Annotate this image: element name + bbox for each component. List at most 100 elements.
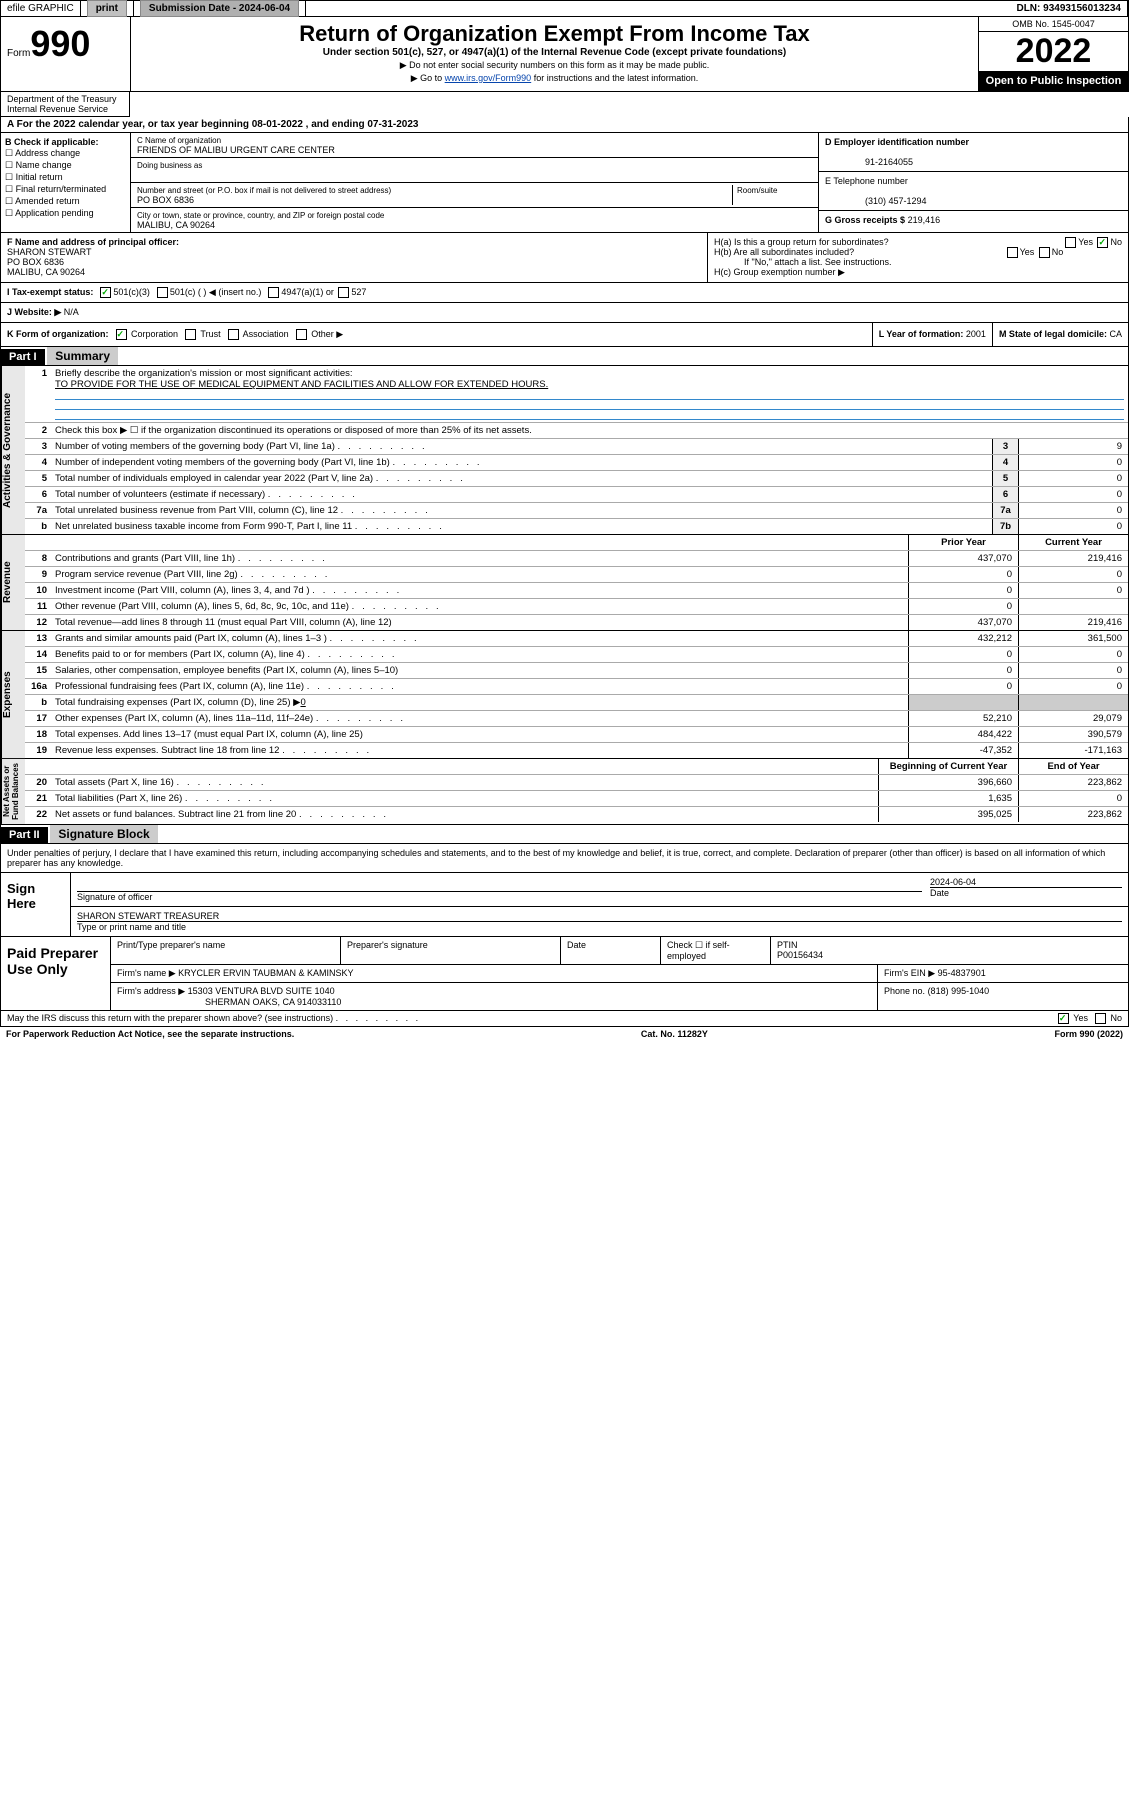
hb-note: If "No," attach a list. See instructions… — [714, 257, 1122, 267]
line8: Contributions and grants (Part VIII, lin… — [51, 551, 908, 566]
room-label: Room/suite — [737, 186, 777, 195]
chk-527[interactable] — [338, 287, 349, 298]
subtitle-3: ▶ Go to www.irs.gov/Form990 for instruct… — [135, 73, 974, 84]
line3: Number of voting members of the governin… — [51, 439, 992, 454]
prep-name-label: Print/Type preparer's name — [111, 937, 341, 964]
row-i-tax-status: I Tax-exempt status: 501(c)(3) 501(c) ( … — [0, 283, 1129, 303]
open-public-badge: Open to Public Inspection — [979, 71, 1128, 91]
year-block: OMB No. 1545-0047 2022 Open to Public In… — [978, 17, 1128, 91]
state-domicile: M State of legal domicile: CA — [993, 323, 1128, 346]
sig-printed-name: SHARON STEWART TREASURER — [77, 911, 219, 921]
chk-address-change[interactable]: ☐ Address change — [5, 148, 126, 159]
year-formation: L Year of formation: 2001 — [873, 323, 993, 346]
print-button[interactable]: print — [87, 0, 127, 17]
chk-4947[interactable] — [268, 287, 279, 298]
line21: Total liabilities (Part X, line 26) — [51, 791, 878, 806]
website-value: N/A — [64, 307, 79, 318]
line16a: Professional fundraising fees (Part IX, … — [51, 679, 908, 694]
omb-number: OMB No. 1545-0047 — [979, 17, 1128, 32]
ein-label: D Employer identification number — [825, 137, 969, 147]
col-right-deg: D Employer identification number 91-2164… — [818, 133, 1128, 232]
line19: Revenue less expenses. Subtract line 18 … — [51, 743, 908, 758]
submission-date-button[interactable]: Submission Date - 2024-06-04 — [140, 0, 299, 17]
firm-ein-label: Firm's EIN ▶ — [884, 968, 935, 978]
entity-info-grid: B Check if applicable: ☐ Address change … — [0, 133, 1129, 233]
line14: Benefits paid to or for members (Part IX… — [51, 647, 908, 662]
chk-amended[interactable]: ☐ Amended return — [5, 196, 126, 207]
sig-officer-label: Signature of officer — [77, 892, 152, 902]
firm-name-label: Firm's name ▶ — [117, 968, 176, 978]
officer-addr1: PO BOX 6836 — [7, 257, 64, 267]
chk-corp[interactable] — [116, 329, 127, 340]
col-c-name-address: C Name of organization FRIENDS OF MALIBU… — [131, 133, 818, 232]
begin-year-hdr: Beginning of Current Year — [878, 759, 1018, 774]
section-net-assets: Net Assets or Fund Balances Beginning of… — [0, 759, 1129, 825]
chk-trust[interactable] — [185, 329, 196, 340]
org-name: FRIENDS OF MALIBU URGENT CARE CENTER — [137, 145, 335, 155]
line7b-val: 0 — [1018, 519, 1128, 534]
irs-link[interactable]: www.irs.gov/Form990 — [445, 73, 532, 83]
chk-other[interactable] — [296, 329, 307, 340]
paid-preparer-block: Paid Preparer Use Only Print/Type prepar… — [0, 937, 1129, 1011]
part1-title: Summary — [47, 347, 118, 365]
ha-no[interactable] — [1097, 237, 1108, 248]
efile-label: efile GRAPHIC — [1, 1, 81, 16]
part1-badge: Part I — [1, 349, 45, 365]
line11: Other revenue (Part VIII, column (A), li… — [51, 599, 908, 614]
line3-val: 9 — [1018, 439, 1128, 454]
chk-final-return[interactable]: ☐ Final return/terminated — [5, 184, 126, 195]
line20: Total assets (Part X, line 16) — [51, 775, 878, 790]
top-bar: efile GRAPHIC print Submission Date - 20… — [0, 0, 1129, 17]
form-of-org: K Form of organization: Corporation Trus… — [1, 323, 873, 346]
sign-here-block: Sign Here Signature of officer 2024-06-0… — [0, 873, 1129, 937]
section-activities: Activities & Governance 1Briefly describ… — [0, 366, 1129, 535]
line5-val: 0 — [1018, 471, 1128, 486]
col-b-header: B Check if applicable: — [5, 137, 99, 147]
discuss-no[interactable] — [1095, 1013, 1106, 1024]
dept-treasury: Department of the Treasury Internal Reve… — [0, 92, 130, 117]
line7a: Total unrelated business revenue from Pa… — [51, 503, 992, 518]
website-label: J Website: ▶ — [7, 307, 61, 318]
discuss-yes[interactable] — [1058, 1013, 1069, 1024]
chk-name-change[interactable]: ☐ Name change — [5, 160, 126, 171]
tab-net-assets: Net Assets or Fund Balances — [1, 759, 25, 824]
sig-date-label: Date — [930, 887, 1122, 898]
line2: Check this box ▶ ☐ if the organization d… — [51, 423, 1128, 438]
chk-assoc[interactable] — [228, 329, 239, 340]
ptin-value: P00156434 — [777, 950, 823, 960]
prep-label: Paid Preparer Use Only — [1, 937, 111, 1010]
row-j-website: J Website: ▶ N/A — [0, 303, 1129, 323]
hb-yes[interactable] — [1007, 247, 1018, 258]
chk-501c3[interactable] — [100, 287, 111, 298]
sig-date: 2024-06-04 — [930, 877, 976, 887]
sign-here-label: Sign Here — [1, 873, 71, 936]
principal-officer: F Name and address of principal officer:… — [1, 233, 708, 282]
firm-name: KRYCLER ERVIN TAUBMAN & KAMINSKY — [178, 968, 353, 978]
row-a-tax-year: A For the 2022 calendar year, or tax yea… — [0, 117, 1129, 133]
tab-revenue: Revenue — [1, 535, 25, 630]
chk-initial-return[interactable]: ☐ Initial return — [5, 172, 126, 183]
prep-selfemp: Check ☐ if self-employed — [661, 937, 771, 964]
line10: Investment income (Part VIII, column (A)… — [51, 583, 908, 598]
line4-val: 0 — [1018, 455, 1128, 470]
form-ref: Form 990 (2022) — [1054, 1029, 1123, 1039]
tab-expenses: Expenses — [1, 631, 25, 758]
footer-row: For Paperwork Reduction Act Notice, see … — [0, 1027, 1129, 1041]
part-1-header: Part I Summary — [0, 347, 1129, 366]
ha-yes[interactable] — [1065, 237, 1076, 248]
gross-receipts-label: G Gross receipts $ — [825, 215, 905, 225]
line17: Other expenses (Part IX, column (A), lin… — [51, 711, 908, 726]
line13: Grants and similar amounts paid (Part IX… — [51, 631, 908, 646]
firm-addr1: 15303 VENTURA BLVD SUITE 1040 — [188, 986, 335, 996]
hb-no[interactable] — [1039, 247, 1050, 258]
tax-status-label: I Tax-exempt status: — [7, 287, 93, 298]
tax-year: 2022 — [979, 32, 1128, 71]
firm-phone-label: Phone no. — [884, 986, 925, 996]
line7a-val: 0 — [1018, 503, 1128, 518]
chk-501c[interactable] — [157, 287, 168, 298]
pra-notice: For Paperwork Reduction Act Notice, see … — [6, 1029, 294, 1039]
dba-label: Doing business as — [137, 161, 202, 170]
part-2-header: Part II Signature Block — [0, 825, 1129, 844]
chk-app-pending[interactable]: ☐ Application pending — [5, 208, 126, 219]
row-klm: K Form of organization: Corporation Trus… — [0, 323, 1129, 347]
